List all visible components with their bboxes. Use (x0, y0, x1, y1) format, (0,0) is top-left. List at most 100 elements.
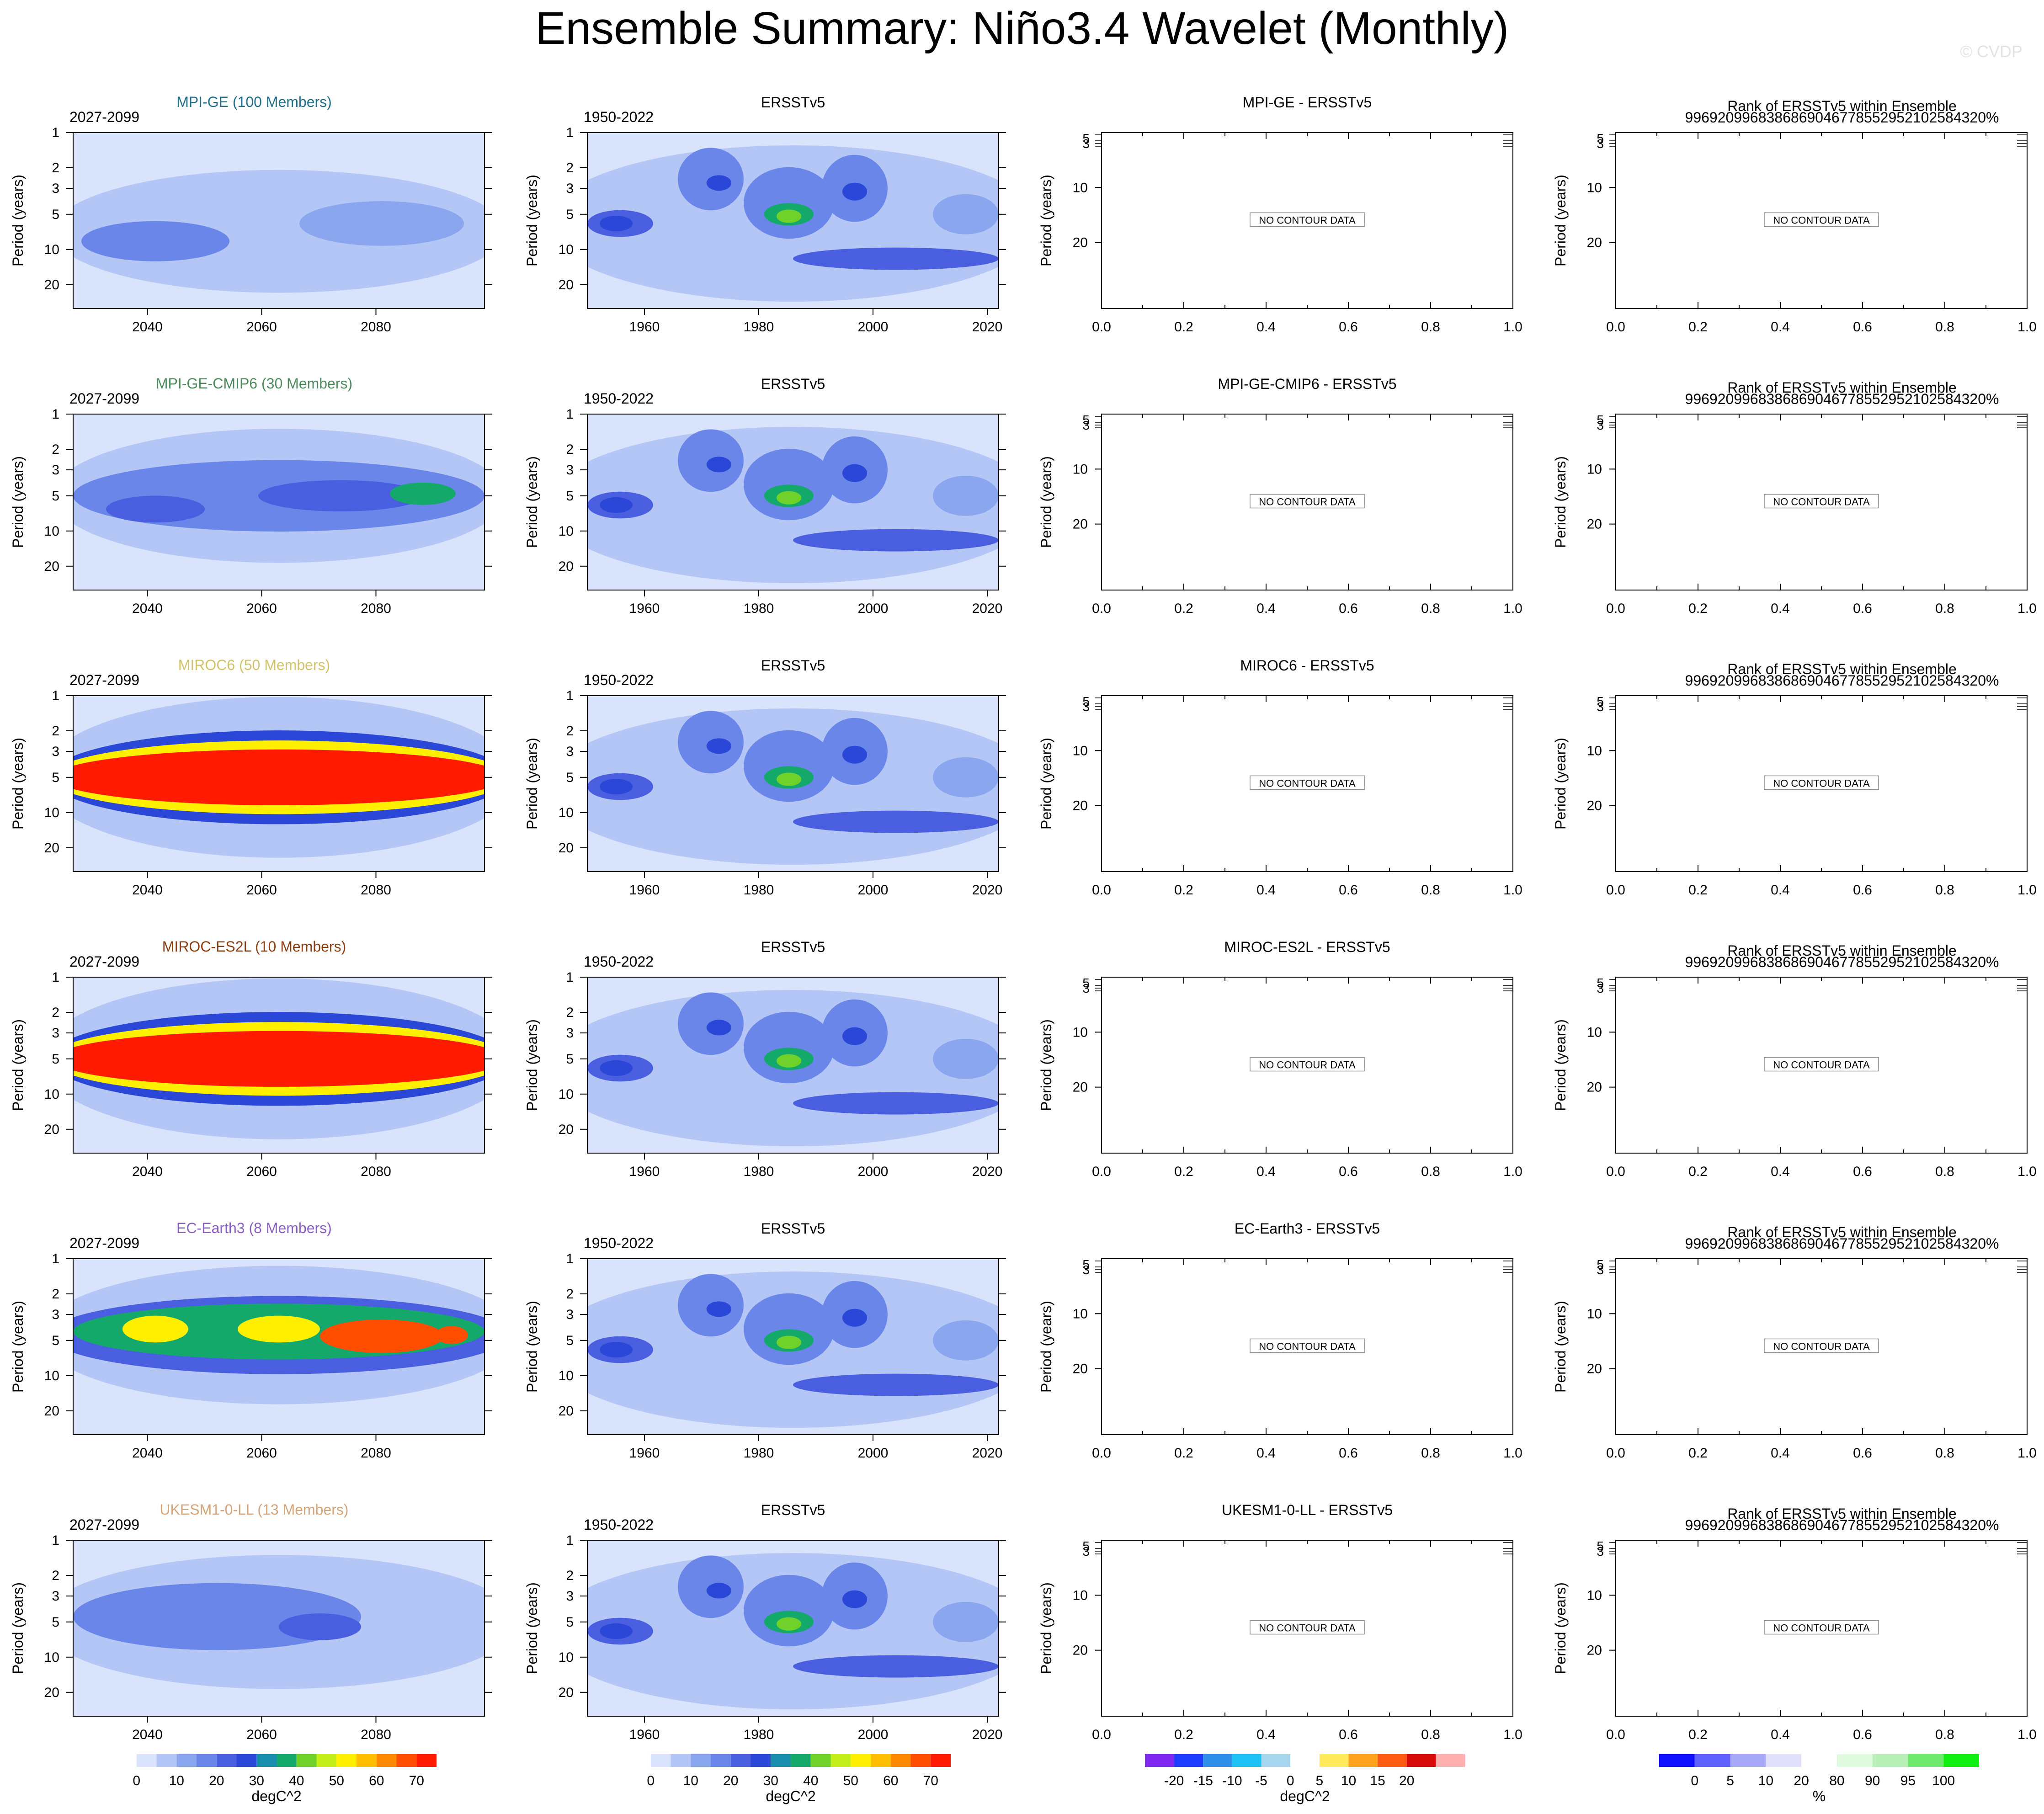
y-tick-label: 3 (566, 1026, 574, 1041)
y-axis-label: Period (years) (1552, 175, 1569, 266)
difference-panel: 53 10 20 Period (years) 0.0 0.2 0.4 0.6 0.8 1.0 NO… (1038, 376, 1522, 616)
rank-panel: 53 10 20 Period (years) 0.0 0.2 0.4 0.6 0.8 1.0 NO… (1552, 1224, 2037, 1461)
y-tick-label: 10 (559, 805, 574, 820)
no-data-box (1250, 1338, 1365, 1353)
y-tick-label: 1 (52, 407, 59, 422)
y-tick-label: 10 (1073, 462, 1088, 477)
rank-subtitle: 9969209968386869046778552952102584320% (1685, 109, 1999, 126)
colorbar-swatch (256, 1754, 277, 1767)
x-tick-label: 0.0 (1606, 319, 1625, 335)
y-tick-label: 20 (44, 559, 59, 574)
difference-panel: 53 10 20 Period (years) 0.0 0.2 0.4 0.6 0.8 1.0 NO… (1038, 1220, 1522, 1461)
colorbar-swatch (216, 1754, 237, 1767)
colorbar-swatch (650, 1754, 671, 1767)
y-tick-label: 20 (44, 1122, 59, 1137)
y-axis-label: Period (years) (10, 1301, 26, 1393)
model-wavelet-panel: 1 2 3 5 10 20 Period (years) 2040 2060 2080 2027-2… (10, 1220, 492, 1461)
period-label: 2027-2099 (69, 672, 139, 688)
no-data-label: NO CONTOUR DATA (1259, 496, 1356, 508)
colorbar-tick-label: 0 (647, 1773, 655, 1788)
colorbar-swatch (751, 1754, 771, 1767)
colorbar-swatch (1203, 1754, 1232, 1767)
crowded-tick-label: 5 (1082, 1257, 1090, 1271)
y-axis-label: Period (years) (524, 738, 540, 830)
colorbar-swatch (851, 1754, 871, 1767)
crowded-tick-label: 5 (1597, 413, 1604, 427)
crowded-tick-label: 5 (1082, 413, 1090, 427)
rank-title: Rank of ERSSTv5 within Ensemble (1727, 942, 1957, 959)
x-tick-label: 0.0 (1092, 1446, 1111, 1461)
y-tick-label: 10 (44, 1650, 59, 1665)
heatmap-cell (73, 170, 484, 293)
y-tick-label: 5 (52, 489, 59, 504)
heatmap-cell (744, 448, 834, 521)
x-tick-label: 0.2 (1688, 1446, 1708, 1461)
model-wavelet-panel: 1 2 3 5 10 20 Period (years) 2040 2060 2080 2027-2… (10, 94, 492, 335)
colorbar-swatch (1694, 1754, 1730, 1767)
difference-panel: 53 10 20 Period (years) 0.0 0.2 0.4 0.6 0.8 1.0 NO… (1038, 94, 1522, 335)
x-tick-label: 1980 (744, 601, 774, 616)
colorbar-tick-label: 0 (1691, 1773, 1698, 1788)
colorbar-swatch (176, 1754, 197, 1767)
heatmap-cell (842, 464, 867, 482)
y-axis-label: Period (years) (1038, 1019, 1054, 1111)
y-tick-label: 1 (566, 125, 574, 140)
x-tick-label: 2080 (361, 883, 391, 898)
x-tick-label: 2000 (858, 883, 889, 898)
x-tick-label: 1.0 (2017, 1164, 2037, 1179)
panel-frame (73, 1540, 485, 1717)
y-tick-label: 10 (1073, 180, 1088, 195)
y-axis-label: Period (years) (1038, 456, 1054, 548)
y-tick-label: 20 (44, 841, 59, 856)
x-tick-label: 2060 (246, 601, 277, 616)
no-data-label: NO CONTOUR DATA (1773, 1622, 1870, 1634)
x-tick-label: 0.6 (1853, 319, 1872, 335)
crowded-tick-label: 3 (1082, 418, 1090, 432)
y-tick-label: 20 (559, 1122, 574, 1137)
y-axis-label: Period (years) (1552, 456, 1569, 548)
x-tick-label: 0.4 (1771, 319, 1790, 335)
colorbar-tick-label: -5 (1255, 1773, 1267, 1788)
y-tick-label: 10 (44, 805, 59, 820)
x-tick-label: 1.0 (2017, 1446, 2037, 1461)
colorbar-tick-label: 50 (843, 1773, 858, 1788)
y-tick-label: 3 (566, 463, 574, 478)
x-tick-label: 0.6 (1853, 601, 1872, 616)
colorbar-unit-label: degC^2 (1280, 1788, 1330, 1804)
y-tick-label: 1 (566, 1533, 574, 1548)
rank-subtitle: 9969209968386869046778552952102584320% (1685, 1235, 1999, 1252)
colorbar-swatch (1801, 1754, 1837, 1767)
y-axis-label: Period (years) (1552, 1582, 1569, 1674)
heatmap-cell (842, 182, 867, 201)
model-title: MPI-GE-CMIP6 (30 Members) (156, 375, 352, 392)
colorbar-tick-label: 20 (1794, 1773, 1809, 1788)
rank-subtitle: 9969209968386869046778552952102584320% (1685, 954, 1999, 970)
colorbar-swatch (236, 1754, 257, 1767)
y-tick-label: 20 (559, 841, 574, 856)
y-tick-label: 10 (559, 242, 574, 257)
crowded-tick-label: 3 (1597, 700, 1604, 714)
watermark: © CVDP (1960, 42, 2023, 61)
heatmap-cell (744, 730, 834, 802)
obs-wavelet-panel: 1 2 3 5 10 20 Period (years) 1960 1980 2000 2020 19… (524, 1220, 1006, 1461)
colorbar-swatch (810, 1754, 831, 1767)
x-tick-label: 0.4 (1256, 1446, 1276, 1461)
model-title: EC-Earth3 (8 Members) (176, 1220, 332, 1236)
x-tick-label: 0.2 (1688, 1727, 1708, 1742)
crowded-tick-label: 3 (1082, 981, 1090, 995)
x-tick-label: 1.0 (2017, 883, 2037, 898)
colorbar-tick-label: 5 (1726, 1773, 1734, 1788)
x-tick-label: 2000 (858, 601, 889, 616)
y-tick-label: 20 (44, 1404, 59, 1419)
colorbar-swatch (791, 1754, 811, 1767)
no-data-box (1250, 1057, 1365, 1072)
colorbar-tick-label: 95 (1900, 1773, 1916, 1788)
y-axis-label: Period (years) (1552, 738, 1569, 830)
y-tick-label: 10 (44, 1368, 59, 1383)
y-tick-label: 3 (52, 1026, 59, 1041)
x-tick-label: 0.0 (1606, 1446, 1625, 1461)
y-tick-label: 10 (44, 242, 59, 257)
crowded-tick-label: 3 (1597, 137, 1604, 151)
difference-title: MPI-GE - ERSSTv5 (1243, 94, 1372, 111)
